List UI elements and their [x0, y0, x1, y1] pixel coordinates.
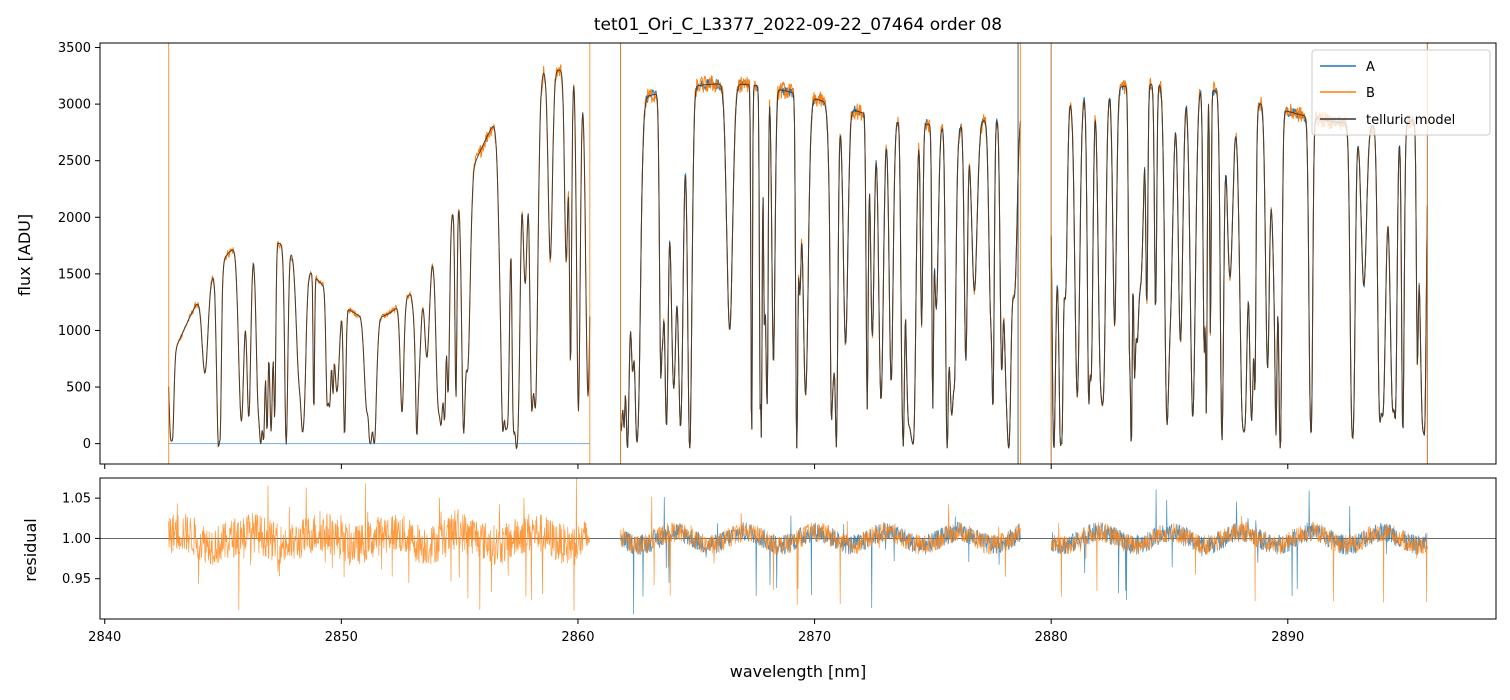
residual-x-ticks: 2840 2850 2860 2870 2880 2890 [88, 619, 1304, 645]
residual-y-tick-label: 1.00 [62, 532, 91, 547]
flux-y-tick-label: 2000 [58, 211, 91, 226]
x-axis-label: wavelength [nm] [730, 662, 867, 681]
flux-telluric-model-line [1050, 83, 1428, 449]
flux-y-tick-label: 1500 [58, 267, 91, 282]
flux-y-tick-label: 0 [83, 437, 91, 452]
residual-panel: 0.95 1.00 1.05 2840 2850 2860 2870 2880 2890 re… [21, 477, 1497, 645]
legend: A B telluric model [1311, 49, 1491, 136]
flux-telluric-model-line [168, 69, 591, 450]
residual-x-tick-label: 2860 [561, 630, 594, 645]
residual-y-ticks: 0.95 1.00 1.05 [62, 492, 100, 587]
flux-y-tick-label: 2500 [58, 154, 91, 169]
flux-y-axis-label: flux [ADU] [15, 214, 34, 296]
flux-y-tick-label: 3000 [58, 98, 91, 113]
residual-x-tick-label: 2840 [88, 630, 121, 645]
residual-series-b-line [1050, 515, 1428, 603]
flux-axes-frame [99, 42, 1497, 465]
residual-series-b-line [620, 496, 1021, 605]
legend-label-a: A [1366, 60, 1375, 75]
residual-x-tick-label: 2890 [1271, 630, 1304, 645]
flux-y-ticks: 0 500 1000 1500 2000 2500 3000 3500 [58, 41, 100, 452]
residual-x-tick-label: 2880 [1035, 630, 1068, 645]
flux-telluric-model-line [620, 83, 1021, 449]
residual-x-tick-label: 2850 [325, 630, 358, 645]
flux-y-tick-label: 1000 [58, 324, 91, 339]
residual-plot-area [100, 478, 1496, 615]
residual-y-axis-label: residual [21, 518, 40, 581]
residual-y-tick-label: 1.05 [62, 492, 91, 507]
flux-x-ticks [104, 464, 1289, 469]
residual-series-b-line [168, 478, 591, 611]
residual-axes-frame [99, 477, 1497, 620]
legend-label-telluric: telluric model [1366, 113, 1455, 128]
residual-y-tick-label: 0.95 [62, 572, 91, 587]
legend-label-b: B [1366, 86, 1375, 101]
flux-y-tick-label: 500 [66, 381, 91, 396]
chart-title: tet01_Ori_C_L3377_2022-09-22_07464 order… [594, 15, 1002, 35]
flux-plot-area [168, 43, 1428, 464]
residual-x-tick-label: 2870 [798, 630, 831, 645]
legend-box [1311, 49, 1491, 136]
flux-y-tick-label: 3500 [58, 41, 91, 56]
